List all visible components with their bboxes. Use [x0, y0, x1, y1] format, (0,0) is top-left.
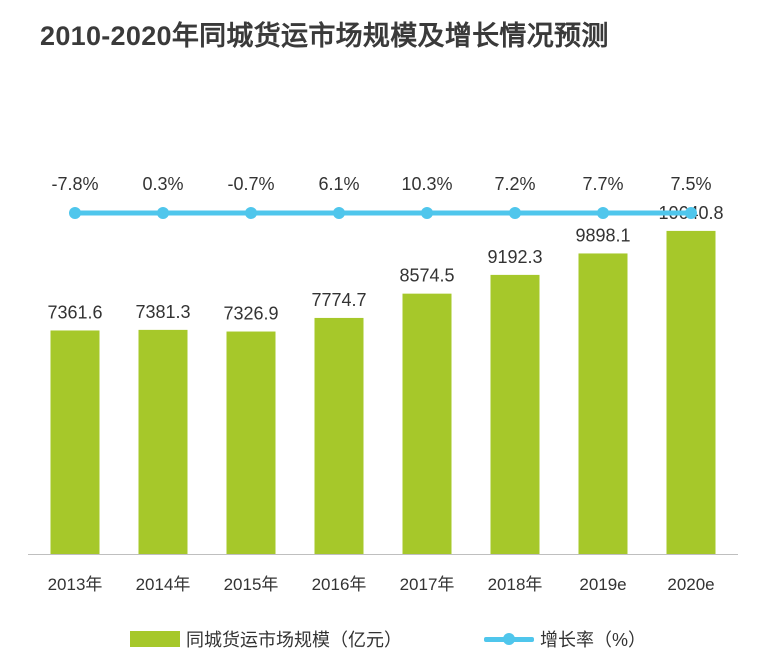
bar — [666, 230, 716, 554]
x-tick-label: 2019e — [579, 575, 626, 594]
x-tick-label: 2014年 — [136, 575, 191, 594]
bar-value-label: 7381.3 — [135, 302, 190, 322]
growth-rate-label: 7.5% — [670, 174, 711, 194]
x-tick-label: 2016年 — [312, 575, 367, 594]
bar — [226, 331, 276, 554]
growth-rate-label: 7.7% — [582, 174, 623, 194]
chart-canvas: 7361.6 7381.3 7326.9 7774.7 8574.5 9192.3 9898… — [28, 174, 738, 594]
growth-rate-label: 6.1% — [318, 174, 359, 194]
growth-rate-point — [69, 207, 81, 219]
bar-value-label: 9192.3 — [487, 247, 542, 267]
bar — [314, 317, 364, 554]
bar-value-label: 8574.5 — [399, 266, 454, 286]
legend-line-swatch — [484, 631, 534, 647]
growth-rate-point — [421, 207, 433, 219]
growth-rate-label: -0.7% — [227, 174, 274, 194]
growth-rate-point — [685, 207, 697, 219]
legend-item-growth: 增长率（%） — [484, 626, 646, 652]
bar-value-label: 7361.6 — [47, 302, 102, 322]
bar-value-label: 7326.9 — [223, 304, 278, 324]
legend-item-scale: 同城货运市场规模（亿元） — [130, 626, 402, 652]
bar — [402, 293, 452, 554]
chart-title: 2010-2020年同城货运市场规模及增长情况预测 — [40, 21, 609, 51]
x-tick-label: 2020e — [667, 575, 714, 594]
legend-label-scale: 同城货运市场规模（亿元） — [186, 630, 402, 650]
growth-rate-point — [157, 207, 169, 219]
bar — [138, 329, 188, 554]
x-tick-label: 2015年 — [224, 575, 279, 594]
bar-value-label: 7774.7 — [311, 290, 366, 310]
x-tick-label: 2013年 — [48, 575, 103, 594]
growth-rate-point — [245, 207, 257, 219]
growth-rate-point — [597, 207, 609, 219]
bar-value-label: 9898.1 — [575, 225, 630, 245]
growth-rate-label: -7.8% — [51, 174, 98, 194]
growth-rate-point — [509, 207, 521, 219]
legend-label-growth: 增长率（%） — [540, 630, 647, 650]
legend-bar-swatch — [130, 631, 180, 647]
growth-rate-point — [333, 207, 345, 219]
bar — [490, 274, 540, 554]
bar — [50, 330, 100, 554]
growth-rate-label: 0.3% — [142, 174, 183, 194]
chart-legend: 同城货运市场规模（亿元） 增长率（%） — [0, 622, 784, 652]
x-tick-label: 2017年 — [400, 575, 455, 594]
growth-rate-label: 10.3% — [401, 174, 452, 194]
growth-rate-label: 7.2% — [494, 174, 535, 194]
bar — [578, 253, 628, 554]
x-tick-label: 2018年 — [488, 575, 543, 594]
